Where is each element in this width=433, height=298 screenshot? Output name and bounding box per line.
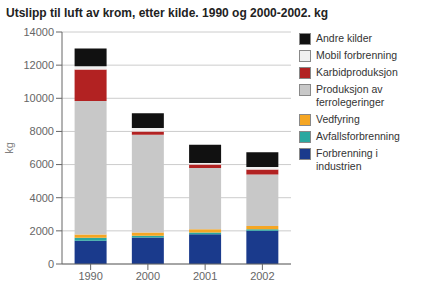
svg-text:4000: 4000 <box>30 192 54 204</box>
svg-text:10000: 10000 <box>23 92 54 104</box>
svg-text:14000: 14000 <box>23 26 54 38</box>
html-text:Andre kilder: Andre kilder <box>316 32 372 44</box>
html-text:Mobil forbrenning: Mobil forbrenning <box>316 49 398 61</box>
html-text:Forbrenning i industrien: Forbrenning i industrien <box>316 147 378 172</box>
html-text:Utslipp til luft av krom, ette: Utslipp til luft av krom, etter kilde. 1… <box>6 6 329 20</box>
svg-text:8000: 8000 <box>30 125 54 137</box>
svg-text:2000: 2000 <box>30 225 54 237</box>
svg-text:2000: 2000 <box>136 270 160 282</box>
html-text:Avfallsforbrenning: Avfallsforbrenning <box>316 130 400 142</box>
svg-text:2001: 2001 <box>193 270 217 282</box>
svg-text:6000: 6000 <box>30 158 54 170</box>
svg-text:12000: 12000 <box>23 59 54 71</box>
svg-text:kg: kg <box>8 142 15 154</box>
svg-text:1990: 1990 <box>78 270 102 282</box>
html-text:Produksjon av ferrolegeringer: Produksjon av ferrolegeringer <box>316 83 385 108</box>
svg-text:0: 0 <box>48 258 54 270</box>
html-text:Karbidproduksjon: Karbidproduksjon <box>316 66 398 78</box>
html-text:Vedfyring: Vedfyring <box>316 113 360 125</box>
svg-text:2002: 2002 <box>250 270 274 282</box>
